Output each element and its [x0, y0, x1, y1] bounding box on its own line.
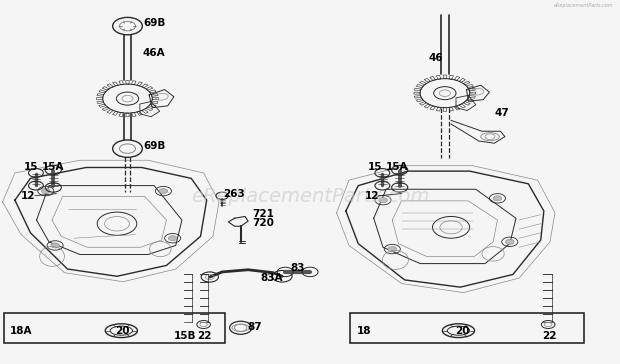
Circle shape	[169, 236, 177, 241]
Text: 12: 12	[21, 191, 35, 201]
Text: 83A: 83A	[260, 273, 283, 283]
Text: 12: 12	[365, 191, 379, 201]
Text: 15A: 15A	[386, 162, 408, 173]
Circle shape	[493, 196, 502, 201]
Text: 22: 22	[197, 331, 212, 341]
Text: 20: 20	[115, 327, 130, 336]
Circle shape	[505, 239, 514, 244]
Text: 83: 83	[290, 263, 304, 273]
Circle shape	[159, 189, 168, 194]
Text: eReplacementParts.com: eReplacementParts.com	[191, 187, 429, 206]
Text: 15B: 15B	[174, 331, 197, 341]
Bar	[4, 313, 225, 343]
Text: eReplacementParts.com: eReplacementParts.com	[554, 3, 613, 8]
Text: 18A: 18A	[10, 327, 32, 336]
Text: 15A: 15A	[42, 162, 64, 173]
Text: 46A: 46A	[143, 48, 166, 58]
Text: 15: 15	[24, 162, 38, 173]
Text: 69B: 69B	[143, 18, 166, 28]
Text: 22: 22	[542, 331, 557, 341]
Text: 69B: 69B	[143, 141, 166, 151]
Circle shape	[42, 189, 50, 194]
Circle shape	[51, 243, 60, 248]
Text: 20: 20	[455, 327, 470, 336]
Text: 46: 46	[429, 53, 443, 63]
Text: 15: 15	[368, 162, 382, 173]
Text: 87: 87	[247, 322, 262, 332]
Text: 720: 720	[252, 218, 273, 228]
Text: 263: 263	[223, 189, 244, 199]
Bar	[350, 313, 584, 343]
Text: 18: 18	[356, 327, 371, 336]
Text: 47: 47	[494, 108, 509, 118]
Circle shape	[388, 246, 397, 252]
Circle shape	[379, 198, 388, 203]
Text: 721: 721	[252, 209, 273, 219]
